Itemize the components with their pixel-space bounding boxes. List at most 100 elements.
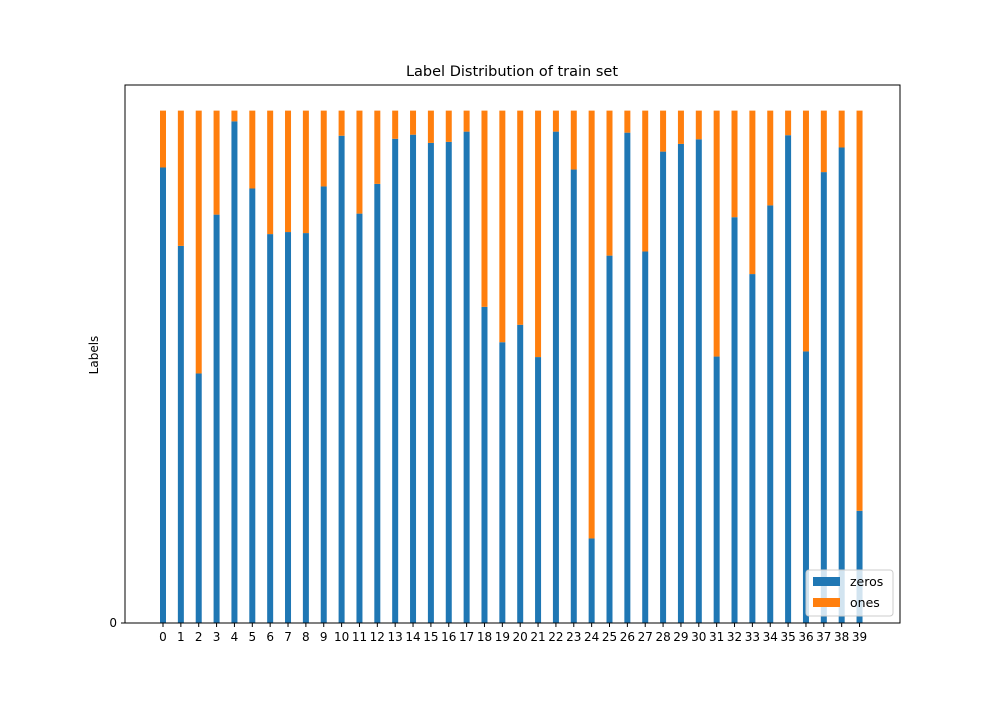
x-tick-label: 18 [477, 630, 492, 644]
bar-ones-9 [320, 110, 327, 187]
x-tick-label: 27 [638, 630, 653, 644]
bar-ones-27 [642, 110, 649, 252]
bar-zeros-28 [660, 151, 667, 624]
bar-ones-35 [785, 110, 792, 136]
legend-label-ones: ones [850, 595, 880, 610]
bar-ones-38 [838, 110, 845, 148]
bar-ones-22 [552, 110, 559, 132]
x-tick-label: 10 [334, 630, 349, 644]
bar-zeros-0 [160, 167, 166, 624]
bar-zeros-16 [445, 141, 452, 623]
bar-ones-39 [856, 110, 863, 511]
x-tick-label: 15 [423, 630, 438, 644]
x-tick-label: 26 [620, 630, 635, 644]
bar-ones-20 [517, 110, 524, 325]
bar-zeros-8 [302, 233, 309, 623]
bar-ones-34 [767, 110, 774, 206]
bar-zeros-1 [177, 245, 184, 623]
bar-ones-15 [427, 110, 434, 143]
x-tick-label: 29 [673, 630, 688, 644]
bar-zeros-31 [713, 356, 720, 623]
bar-ones-31 [713, 110, 720, 357]
x-tick-label: 19 [495, 630, 510, 644]
x-tick-label: 31 [709, 630, 724, 644]
bar-ones-2 [195, 110, 202, 374]
bar-ones-1 [177, 110, 184, 246]
legend-label-zeros: zeros [850, 574, 883, 589]
bar-ones-24 [588, 110, 595, 539]
plot-area-frame [124, 84, 901, 624]
bar-ones-37 [820, 110, 827, 173]
bar-ones-0 [160, 110, 166, 168]
bar-ones-5 [249, 110, 256, 189]
x-tick-label: 34 [763, 630, 778, 644]
bar-zeros-33 [749, 274, 756, 623]
bar-ones-29 [677, 110, 684, 144]
bar-zeros-26 [624, 132, 631, 623]
bar-zeros-21 [535, 357, 542, 623]
bar-zeros-11 [356, 213, 363, 624]
x-tick-label: 24 [584, 630, 599, 644]
x-axis-ticks: 0 1 2 3 4 5 6 7 8 9 10 11 12 13 14 15 16 17 18 19 20 21 22 23 24… [159, 623, 867, 644]
bar-ones-26 [624, 110, 631, 133]
bar-zeros-20 [517, 324, 524, 623]
bar-ones-36 [802, 110, 809, 352]
bar-ones-25 [606, 110, 613, 256]
x-tick-label: 0 [159, 630, 167, 644]
x-tick-label: 23 [566, 630, 581, 644]
bar-zeros-23 [570, 169, 577, 624]
y-tick-label: 0 [109, 616, 117, 630]
x-tick-label: 12 [370, 630, 385, 644]
x-tick-label: 32 [727, 630, 742, 644]
x-tick-label: 17 [459, 630, 474, 644]
bar-ones-17 [463, 110, 470, 132]
bar-ones-8 [302, 110, 309, 234]
bar-ones-16 [445, 110, 452, 142]
bar-ones-11 [356, 110, 363, 214]
bar-zeros-29 [677, 143, 684, 624]
bar-ones-12 [374, 110, 381, 184]
x-tick-label: 4 [231, 630, 239, 644]
bar-zeros-15 [427, 142, 434, 623]
x-tick-label: 30 [691, 630, 706, 644]
bar-ones-3 [213, 110, 220, 215]
bar-ones-21 [535, 110, 542, 358]
bar-ones-30 [695, 110, 702, 140]
bar-zeros-25 [606, 255, 613, 623]
bar-ones-6 [267, 110, 274, 235]
x-tick-label: 13 [388, 630, 403, 644]
x-tick-label: 16 [441, 630, 456, 644]
x-tick-label: 33 [745, 630, 760, 644]
x-tick-label: 11 [352, 630, 367, 644]
bar-zeros-7 [285, 232, 292, 624]
legend-swatch-ones [813, 598, 840, 607]
x-tick-label: 21 [530, 630, 545, 644]
bar-zeros-5 [249, 188, 256, 623]
x-tick-label: 3 [213, 630, 221, 644]
x-tick-label: 2 [195, 630, 203, 644]
bar-zeros-19 [499, 342, 506, 623]
bar-zeros-22 [552, 131, 559, 623]
x-tick-label: 14 [405, 630, 420, 644]
x-tick-label: 5 [248, 630, 256, 644]
bars-group [160, 110, 863, 624]
x-tick-label: 20 [513, 630, 528, 644]
bar-zeros-17 [463, 131, 470, 623]
x-tick-label: 36 [798, 630, 813, 644]
bar-zeros-18 [481, 306, 488, 623]
y-axis-label: Labels [87, 336, 101, 375]
bar-zeros-38 [838, 147, 845, 623]
bar-zeros-10 [338, 135, 345, 624]
bar-ones-19 [499, 110, 506, 343]
bar-zeros-24 [588, 538, 595, 623]
bar-zeros-14 [410, 134, 417, 623]
bar-ones-7 [285, 110, 292, 233]
bar-ones-23 [570, 110, 577, 170]
x-tick-label: 8 [302, 630, 310, 644]
x-tick-label: 7 [284, 630, 292, 644]
legend: zeros ones [805, 569, 894, 617]
bar-zeros-3 [213, 214, 220, 623]
bar-zeros-34 [767, 205, 774, 623]
x-tick-label: 9 [320, 630, 328, 644]
